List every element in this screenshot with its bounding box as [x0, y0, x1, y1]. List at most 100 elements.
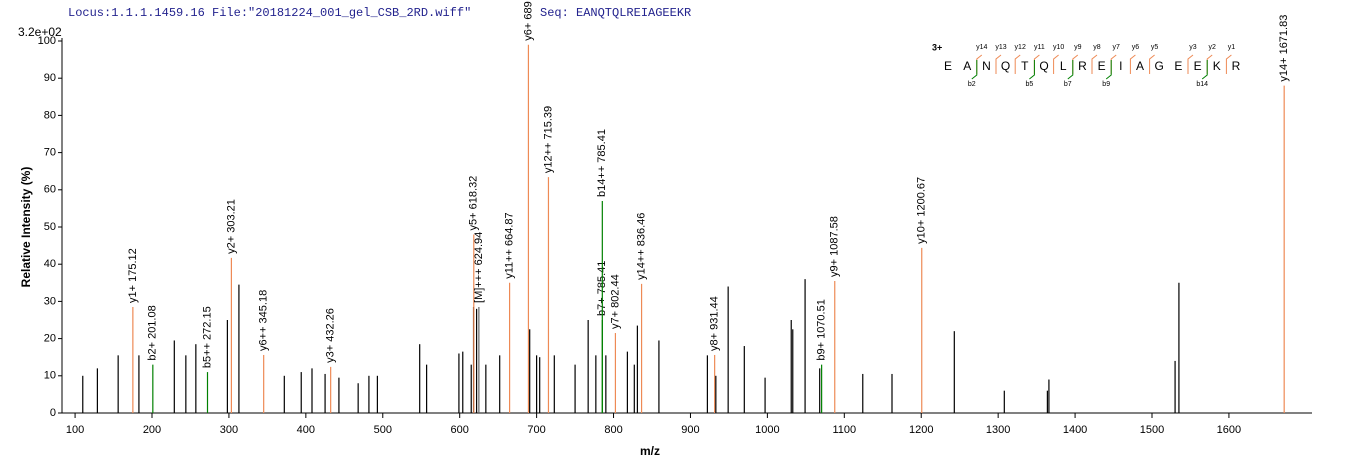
b-bracket: [1105, 60, 1112, 80]
peak-label: y12++ 715.39: [542, 106, 554, 173]
y-tick-label: 10: [44, 370, 56, 382]
y-tick-label: 100: [38, 35, 56, 47]
residue: N: [982, 59, 991, 73]
residue: G: [1155, 59, 1164, 73]
b-ion-label: b14: [1196, 81, 1208, 88]
x-tick-label: 900: [681, 424, 699, 436]
y-bracket: [1129, 54, 1136, 74]
residue: Q: [1039, 59, 1048, 73]
peak-label: y11++ 664.87: [503, 212, 515, 278]
y-bracket: [1110, 54, 1117, 74]
y-ion-label: y10: [1053, 44, 1064, 51]
y-tick-label: 70: [44, 147, 56, 159]
x-tick-label: 1500: [1140, 424, 1164, 436]
peak-label: b14++ 785.41: [596, 129, 608, 197]
residue: E: [1174, 59, 1182, 73]
y-bracket: [1014, 54, 1021, 74]
y-ion-label: y1: [1228, 44, 1236, 51]
y-axis-label: Relative Intensity (%): [19, 167, 33, 288]
residue: L: [1060, 59, 1067, 73]
residue: K: [1213, 59, 1221, 73]
x-tick-label: 800: [604, 424, 622, 436]
y-ion-label: y5: [1151, 44, 1159, 51]
y-tick-label: 30: [44, 295, 56, 307]
peak-label: y3+ 432.26: [325, 308, 337, 363]
x-tick-label: 300: [220, 424, 238, 436]
x-tick-label: 1600: [1217, 424, 1241, 436]
b-bracket: [1029, 60, 1035, 80]
x-axis-label: m/z: [640, 444, 660, 458]
residue: T: [1021, 59, 1029, 73]
x-tick-label: 100: [66, 424, 84, 436]
b-ion-label: b7: [1064, 81, 1072, 88]
y-ion-label: y12: [1015, 44, 1026, 51]
residue: E: [1098, 59, 1106, 73]
peak-label: y14+ 1671.83: [1278, 15, 1290, 82]
x-tick-label: 400: [297, 424, 315, 436]
x-tick-label: 200: [143, 424, 161, 436]
b-bracket: [1067, 60, 1074, 80]
y-bracket: [1225, 54, 1232, 74]
y-bracket: [1091, 54, 1098, 74]
y-tick-label: 20: [44, 333, 56, 345]
x-tick-label: 700: [527, 424, 545, 436]
y-bracket: [995, 54, 1002, 74]
y-ion-label: y3: [1189, 44, 1197, 51]
peak-label: y6+ 689: [522, 1, 534, 40]
residue: I: [1119, 59, 1122, 73]
y-bracket: [976, 54, 983, 74]
residue: Q: [1001, 59, 1010, 73]
y-bracket: [1187, 54, 1194, 74]
header-seq: Seq: EANQTQLREIAGEEKR: [540, 6, 691, 20]
residue: R: [1232, 59, 1241, 73]
x-tick-label: 600: [451, 424, 469, 436]
x-tick-label: 500: [374, 424, 392, 436]
residue: R: [1078, 59, 1087, 73]
y-tick-label: 80: [44, 109, 56, 121]
x-tick-label: 1000: [755, 424, 779, 436]
residue: E: [944, 59, 952, 73]
y-tick-label: 0: [50, 407, 56, 419]
y-ion-label: y7: [1112, 44, 1120, 51]
residue: A: [1136, 59, 1144, 73]
peak-label: y9+ 1087.58: [829, 216, 841, 277]
x-tick-label: 1100: [832, 424, 856, 436]
x-tick-label: 1400: [1063, 424, 1087, 436]
y-ion-label: y13: [995, 44, 1006, 51]
peak-label: y5+ 618.32: [468, 176, 480, 231]
charge-label: 3+: [932, 42, 942, 52]
b-ion-label: b5: [1026, 81, 1034, 88]
peak-label: b5++ 272.15: [201, 306, 213, 368]
peak-label: y6++ 345.18: [258, 290, 270, 351]
x-tick-label: 1200: [909, 424, 933, 436]
peak-label: y7+ 802.44: [609, 274, 621, 329]
peak-label: [M]+++ 624.94: [473, 232, 485, 303]
b-bracket: [1201, 60, 1208, 80]
peak-label: y14++ 836.46: [635, 213, 647, 280]
scale-label: 3.2e+02: [18, 25, 62, 39]
y-ion-label: y11: [1034, 44, 1045, 51]
peak-label: b9+ 1070.51: [816, 299, 828, 360]
peak-label: b2+ 201.08: [147, 305, 159, 360]
y-ion-label: y8: [1093, 44, 1101, 51]
b-bracket: [971, 60, 978, 80]
peak-label: y2+ 303.21: [225, 199, 237, 254]
peak-label: y8+ 931.44: [709, 296, 721, 351]
y-bracket: [1149, 54, 1155, 74]
peak-label: y1+ 175.12: [127, 248, 139, 303]
y-bracket: [1053, 54, 1059, 74]
residue: E: [1194, 59, 1202, 73]
y-bracket: [1072, 54, 1079, 74]
y-tick-label: 90: [44, 72, 56, 84]
y-tick-label: 40: [44, 258, 56, 270]
b-ion-label: b9: [1102, 81, 1110, 88]
y-ion-label: y14: [976, 44, 987, 51]
y-bracket: [1206, 54, 1213, 74]
y-tick-label: 60: [44, 184, 56, 196]
peak-label: y10+ 1200.67: [916, 177, 928, 244]
header-locus: Locus:1.1.1.1459.16 File:"20181224_001_g…: [68, 6, 471, 20]
y-tick-label: 50: [44, 221, 56, 233]
x-tick-label: 1300: [986, 424, 1010, 436]
b-ion-label: b2: [968, 81, 976, 88]
